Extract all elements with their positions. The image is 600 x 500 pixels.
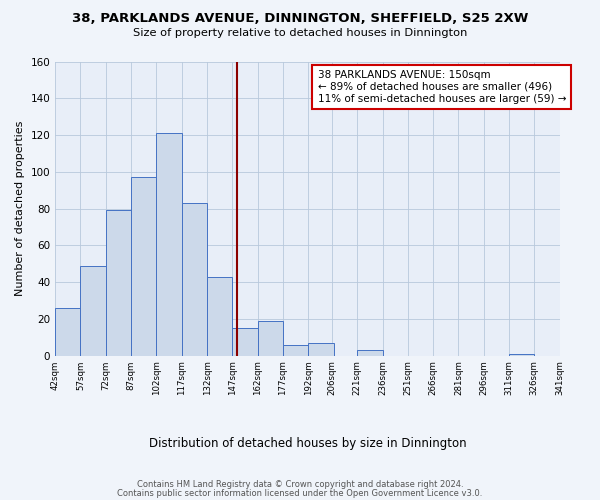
Text: Contains public sector information licensed under the Open Government Licence v3: Contains public sector information licen… [118, 489, 482, 498]
Bar [257, 320, 283, 356]
Bar [131, 178, 157, 356]
Text: Size of property relative to detached houses in Dinnington: Size of property relative to detached ho… [133, 28, 467, 38]
Bar [509, 354, 535, 356]
Bar [308, 342, 334, 355]
Bar [106, 210, 131, 356]
Y-axis label: Number of detached properties: Number of detached properties [15, 121, 25, 296]
Text: Contains HM Land Registry data © Crown copyright and database right 2024.: Contains HM Land Registry data © Crown c… [137, 480, 463, 489]
X-axis label: Distribution of detached houses by size in Dinnington: Distribution of detached houses by size … [149, 437, 466, 450]
Bar [55, 308, 80, 356]
Bar [207, 276, 232, 355]
Bar [182, 203, 207, 356]
Bar [157, 133, 182, 356]
Bar [283, 344, 308, 356]
Bar [80, 266, 106, 356]
Text: 38 PARKLANDS AVENUE: 150sqm
← 89% of detached houses are smaller (496)
11% of se: 38 PARKLANDS AVENUE: 150sqm ← 89% of det… [317, 70, 566, 104]
Bar [232, 328, 257, 355]
Bar [357, 350, 383, 356]
Text: 38, PARKLANDS AVENUE, DINNINGTON, SHEFFIELD, S25 2XW: 38, PARKLANDS AVENUE, DINNINGTON, SHEFFI… [72, 12, 528, 26]
